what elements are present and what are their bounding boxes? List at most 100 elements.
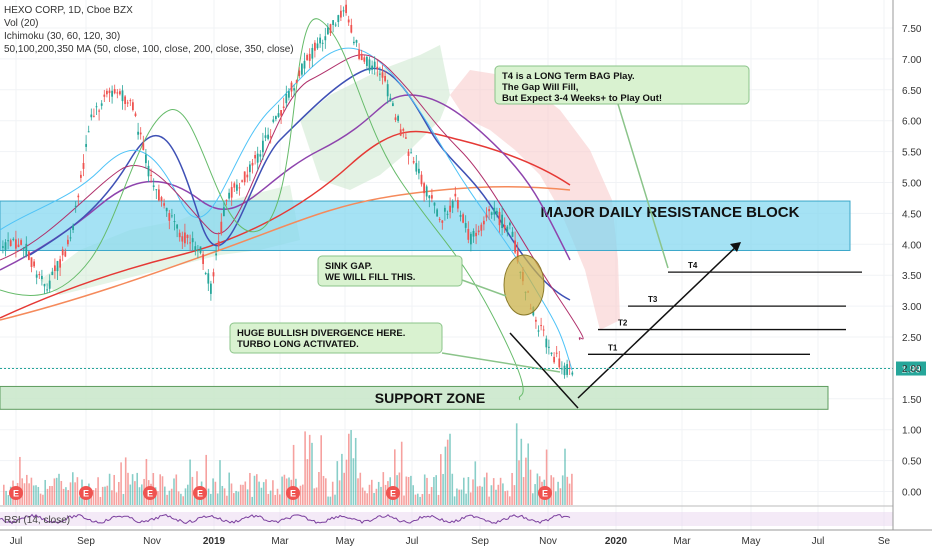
candle-body bbox=[321, 42, 324, 44]
volume-bar bbox=[343, 472, 345, 505]
candle-body bbox=[116, 92, 119, 94]
support-zone-label: SUPPORT ZONE bbox=[375, 390, 485, 406]
ma-200-line bbox=[0, 130, 571, 319]
x-tick-label: Jul bbox=[10, 536, 23, 547]
candle-body bbox=[535, 319, 537, 322]
volume-bar bbox=[299, 485, 302, 505]
volume-bar bbox=[534, 484, 536, 505]
sink-gap-note-line: SINK GAP. bbox=[325, 261, 372, 272]
target-label-t4: T4 bbox=[688, 261, 698, 270]
earnings-marker-label: E bbox=[197, 489, 203, 499]
candle-body bbox=[340, 10, 342, 18]
candle-body bbox=[51, 271, 54, 276]
candle-body bbox=[2, 246, 4, 248]
candle-body bbox=[363, 57, 366, 62]
target-label-t3: T3 bbox=[648, 295, 658, 304]
candle-body bbox=[189, 242, 191, 244]
volume-bar bbox=[513, 485, 516, 505]
volume-bar bbox=[394, 449, 396, 505]
volume-bar bbox=[488, 496, 490, 505]
volume-bar bbox=[170, 488, 173, 505]
volume-bar bbox=[377, 481, 380, 505]
candle-body bbox=[152, 185, 155, 187]
volume-bar bbox=[371, 479, 373, 505]
candle-body bbox=[168, 213, 171, 221]
candle-body bbox=[56, 261, 59, 272]
candle-body bbox=[483, 220, 485, 225]
y-tick-label: 2.50 bbox=[902, 333, 922, 344]
legend-ichimoku: Ichimoku (30, 60, 120, 30) bbox=[4, 31, 121, 42]
x-tick-label: Mar bbox=[673, 536, 691, 547]
volume-bar bbox=[359, 472, 362, 505]
candle-body bbox=[199, 246, 202, 253]
volume-bar bbox=[476, 486, 479, 505]
volume-bar bbox=[85, 496, 88, 505]
volume-bar bbox=[161, 476, 164, 505]
volume-bar bbox=[348, 433, 350, 505]
volume-bar bbox=[352, 458, 355, 505]
volume-bar bbox=[74, 482, 76, 505]
earnings-marker bbox=[79, 486, 93, 500]
volume-bar bbox=[511, 472, 513, 505]
volume-bar bbox=[338, 480, 341, 505]
volume-bar bbox=[304, 431, 306, 505]
candle-body bbox=[345, 4, 347, 14]
y-tick-label: 4.00 bbox=[902, 240, 922, 251]
ma-50-line bbox=[29, 67, 571, 301]
candle-body bbox=[220, 221, 223, 234]
volume-bar bbox=[205, 454, 207, 505]
candle-body bbox=[145, 154, 147, 164]
volume-bar bbox=[502, 483, 504, 505]
candle-body bbox=[290, 82, 293, 92]
ichimoku-cloud-bearish bbox=[450, 70, 620, 330]
divergence-note: HUGE BULLISH DIVERGENCE HERE.TURBO LONG … bbox=[229, 322, 443, 354]
volume-bar bbox=[456, 488, 458, 505]
y-tick-label: 3.50 bbox=[902, 271, 922, 282]
candle-body bbox=[475, 232, 477, 237]
candle-body bbox=[256, 153, 259, 163]
volume-bar bbox=[274, 494, 276, 505]
candle-body bbox=[282, 106, 285, 108]
candle-body bbox=[498, 211, 501, 226]
candle-body bbox=[540, 325, 542, 327]
candle-body bbox=[90, 114, 93, 118]
volume-bar bbox=[101, 486, 104, 505]
candle-body bbox=[542, 329, 545, 331]
volume-bar bbox=[435, 475, 437, 505]
volume-bar bbox=[219, 460, 221, 505]
volume-bar bbox=[564, 448, 566, 505]
volume-bar bbox=[269, 490, 272, 505]
volume-bar bbox=[131, 474, 134, 505]
volume-bar bbox=[262, 482, 265, 505]
candle-body bbox=[431, 195, 433, 199]
volume-bar bbox=[256, 474, 258, 505]
volume-bar bbox=[302, 484, 304, 505]
volume-bar bbox=[472, 479, 474, 505]
volume-bar bbox=[26, 474, 28, 505]
volume-bar bbox=[345, 459, 348, 505]
candle-body bbox=[160, 197, 163, 202]
candle-body bbox=[4, 242, 7, 250]
candle-body bbox=[324, 36, 327, 41]
volume-bar bbox=[134, 481, 136, 505]
volume-bar bbox=[400, 441, 403, 505]
candle-body bbox=[184, 232, 186, 244]
candle-body bbox=[571, 372, 574, 375]
rsi-line bbox=[0, 513, 571, 525]
candle-body bbox=[74, 205, 77, 207]
volume-bar bbox=[55, 477, 58, 505]
volume-bar bbox=[265, 479, 267, 505]
x-tick-label: Jul bbox=[812, 536, 825, 547]
earnings-marker-label: E bbox=[83, 489, 89, 499]
volume-bar bbox=[235, 490, 237, 505]
sink-gap-note-pointer bbox=[461, 279, 507, 297]
candle-body bbox=[171, 215, 173, 217]
volume-bar bbox=[292, 444, 295, 505]
volume-bar bbox=[207, 488, 210, 505]
candle-body bbox=[316, 43, 319, 49]
volume-bar bbox=[115, 492, 118, 505]
volume-bar bbox=[453, 496, 456, 505]
candle-body bbox=[215, 253, 217, 256]
candle-body bbox=[449, 205, 451, 212]
